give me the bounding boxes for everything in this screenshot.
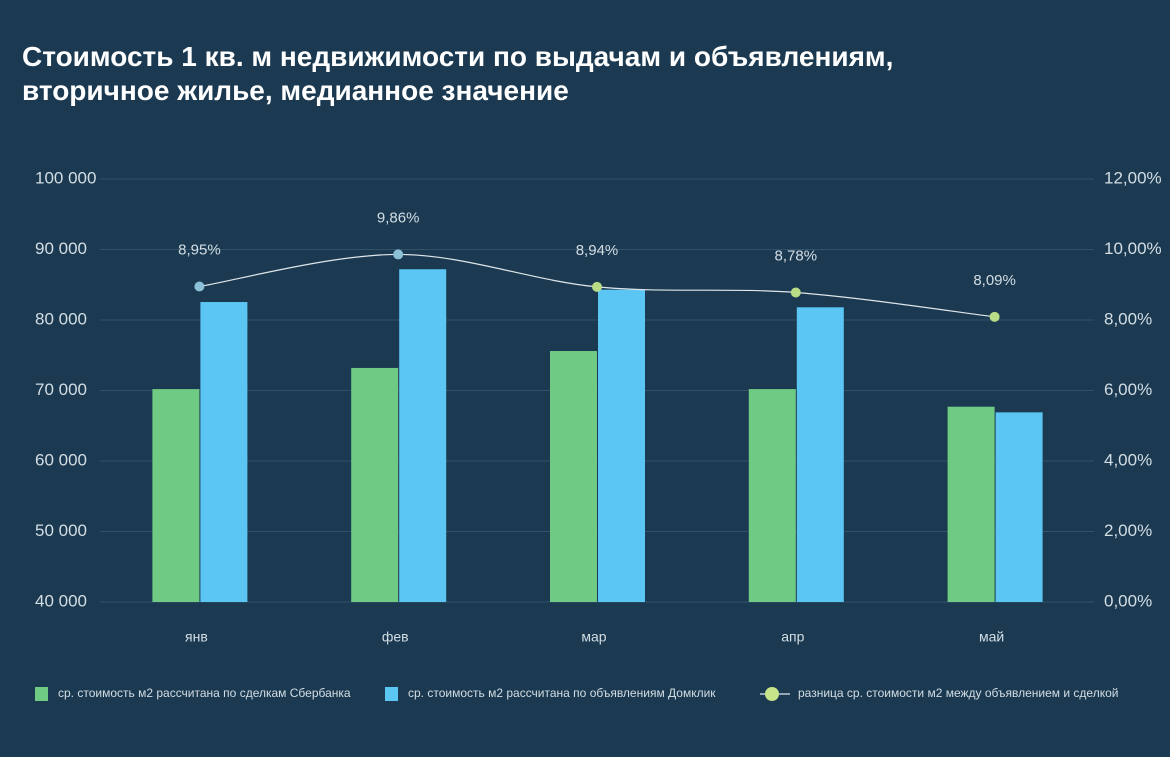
y2-tick-label: 10,00% <box>1104 239 1162 258</box>
legend-marker <box>765 687 779 701</box>
bar <box>947 406 995 602</box>
legend-label: ср. стоимость м2 рассчитана по сделкам С… <box>58 686 351 700</box>
y-tick-label: 80 000 <box>35 309 87 328</box>
y2-tick-label: 12,00% <box>1104 168 1162 187</box>
y-tick-label: 70 000 <box>35 380 87 399</box>
data-label: 8,78% <box>775 247 818 264</box>
y-tick-label: 40 000 <box>35 591 87 610</box>
data-label: 9,86% <box>377 209 420 226</box>
y2-tick-label: 0,00% <box>1104 591 1152 610</box>
y2-tick-label: 2,00% <box>1104 521 1152 540</box>
data-label: 8,95% <box>178 241 221 258</box>
x-tick-label: фев <box>382 629 409 645</box>
legend-label: разница ср. стоимости м2 между объявлени… <box>798 686 1118 700</box>
y2-tick-label: 4,00% <box>1104 450 1152 469</box>
x-tick-label: май <box>979 629 1004 645</box>
y-tick-label: 100 000 <box>35 168 96 187</box>
line-point <box>194 281 205 292</box>
data-label: 8,09% <box>973 272 1016 289</box>
y-tick-label: 90 000 <box>35 239 87 258</box>
bar <box>995 412 1043 602</box>
legend-label: ср. стоимость м2 рассчитана по объявлени… <box>408 686 716 700</box>
bar <box>152 389 200 602</box>
legend-swatch <box>385 687 398 701</box>
bar <box>748 389 796 602</box>
y-tick-label: 50 000 <box>35 521 87 540</box>
bar <box>550 351 597 602</box>
chart-title: Стоимость 1 кв. м недвижимости по выдача… <box>22 41 894 106</box>
x-tick-label: мар <box>581 629 606 645</box>
y-tick-label: 60 000 <box>35 450 87 469</box>
bar <box>200 302 248 602</box>
x-tick-label: янв <box>185 629 208 645</box>
bar <box>598 289 645 602</box>
bar <box>796 307 844 602</box>
legend-swatch <box>35 687 48 701</box>
y2-tick-label: 6,00% <box>1104 380 1152 399</box>
x-tick-label: апр <box>781 629 804 645</box>
line-point <box>592 281 602 292</box>
bar <box>399 269 447 602</box>
line-point <box>989 311 1000 322</box>
bar <box>351 367 399 602</box>
line-point <box>790 287 801 298</box>
line-point <box>393 249 404 260</box>
data-label: 8,94% <box>576 242 619 259</box>
y2-tick-label: 8,00% <box>1104 309 1152 328</box>
